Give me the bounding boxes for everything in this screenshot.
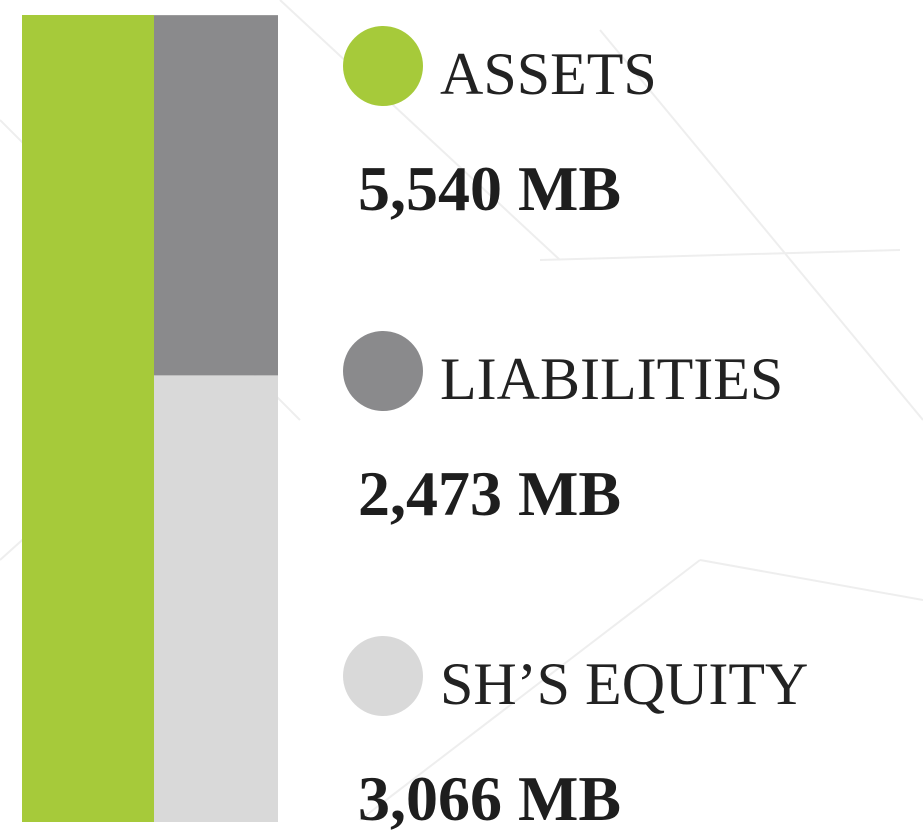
bar-segment bbox=[154, 375, 278, 822]
legend-label: ASSETS bbox=[440, 41, 657, 107]
legend-label: SH’S EQUITY bbox=[440, 651, 808, 717]
legend-swatch bbox=[343, 331, 423, 411]
bar-segment bbox=[154, 15, 278, 376]
value-label: 2,473 MB bbox=[358, 458, 621, 529]
value-label: 5,540 MB bbox=[358, 153, 621, 224]
legend-label: LIABILITIES bbox=[440, 346, 783, 412]
value-label: 3,066 MB bbox=[358, 763, 621, 832]
legend-swatch bbox=[343, 26, 423, 106]
bar-segment bbox=[22, 15, 154, 822]
legend-swatch bbox=[343, 636, 423, 716]
